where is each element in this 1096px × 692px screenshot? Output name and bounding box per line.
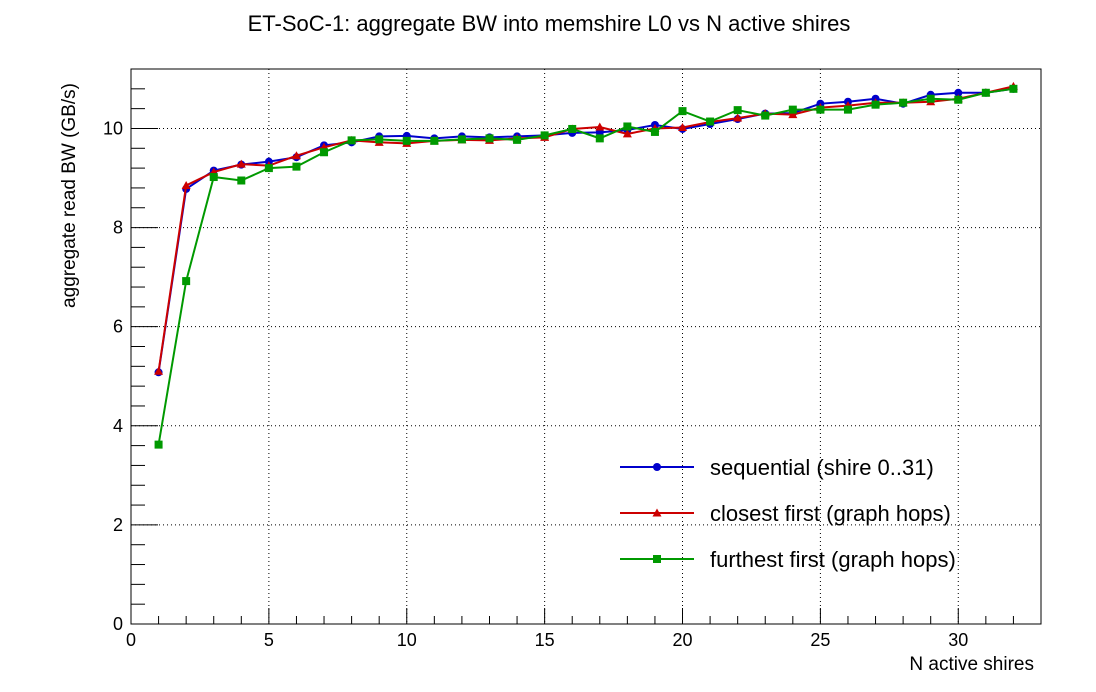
data-point [154, 440, 163, 449]
data-point [816, 105, 825, 114]
data-point [1009, 84, 1018, 93]
data-point [871, 100, 880, 109]
legend: sequential (shire 0..31) closest first (g… [620, 455, 956, 572]
data-point [899, 98, 908, 107]
data-point [154, 366, 164, 375]
y-tick-label: 0 [113, 614, 123, 634]
data-point [292, 162, 301, 171]
x-tick-label: 0 [126, 630, 136, 650]
x-tick-label: 25 [810, 630, 830, 650]
data-point [347, 136, 356, 145]
data-point [595, 122, 605, 131]
data-point [678, 107, 687, 116]
plot-frame [130, 68, 1042, 625]
data-point [623, 122, 632, 131]
series-group [154, 81, 1018, 449]
series-3 [154, 84, 1018, 449]
data-point [237, 176, 246, 185]
y-tick-label: 2 [113, 515, 123, 535]
x-tick-label: 5 [264, 630, 274, 650]
x-tick-label: 10 [397, 630, 417, 650]
data-point [430, 136, 439, 145]
data-point [291, 151, 301, 160]
legend-marker [652, 508, 662, 517]
data-point [678, 122, 688, 131]
legend-entry: closest first (graph hops) [620, 501, 951, 526]
data-point [457, 135, 466, 144]
y-tick-label: 8 [113, 218, 123, 238]
legend-entry: furthest first (graph hops) [620, 547, 956, 572]
data-point [843, 105, 852, 114]
data-point [706, 117, 715, 126]
data-point [236, 159, 246, 168]
data-point [402, 136, 411, 145]
legend-label: closest first (graph hops) [710, 501, 951, 526]
data-point [733, 106, 742, 115]
y-tick-label: 4 [113, 416, 123, 436]
legend-entry: sequential (shire 0..31) [620, 455, 934, 480]
data-point [181, 180, 191, 189]
x-tick-label: 30 [948, 630, 968, 650]
y-axis-label: aggregate read BW (GB/s) [59, 83, 80, 308]
data-point [981, 88, 990, 97]
chart-title: ET-SoC-1: aggregate BW into memshire L0 … [248, 11, 851, 36]
series-2 [154, 81, 1018, 375]
data-point [761, 111, 770, 120]
data-point [209, 173, 218, 182]
data-point [788, 105, 797, 114]
data-point [788, 110, 798, 119]
data-point [375, 135, 384, 144]
x-tick-label: 20 [672, 630, 692, 650]
data-point [485, 134, 494, 143]
legend-marker [653, 555, 661, 563]
data-point [954, 88, 963, 97]
y-tick-label: 10 [103, 118, 123, 138]
y-tick-label: 6 [113, 317, 123, 337]
data-point [568, 124, 577, 133]
data-point [182, 277, 191, 286]
legend-label: sequential (shire 0..31) [710, 455, 934, 480]
legend-label: furthest first (graph hops) [710, 547, 956, 572]
x-axis-label: N active shires [909, 654, 1034, 675]
data-point [650, 127, 659, 136]
data-point [513, 135, 522, 144]
data-point [954, 95, 963, 104]
axes: 0 5 10 15 20 25 30 0 2 4 6 8 10 [103, 68, 1042, 650]
series-line [157, 85, 1014, 372]
data-point [595, 134, 604, 143]
data-point [926, 94, 935, 103]
x-tick-label: 15 [535, 630, 555, 650]
data-point [540, 131, 549, 140]
data-point [622, 129, 632, 138]
series-line [157, 87, 1014, 373]
series-line [157, 87, 1014, 445]
grid [131, 69, 1041, 624]
data-point [264, 164, 273, 173]
legend-marker [653, 463, 661, 471]
data-point [733, 113, 743, 122]
data-point [320, 148, 329, 157]
